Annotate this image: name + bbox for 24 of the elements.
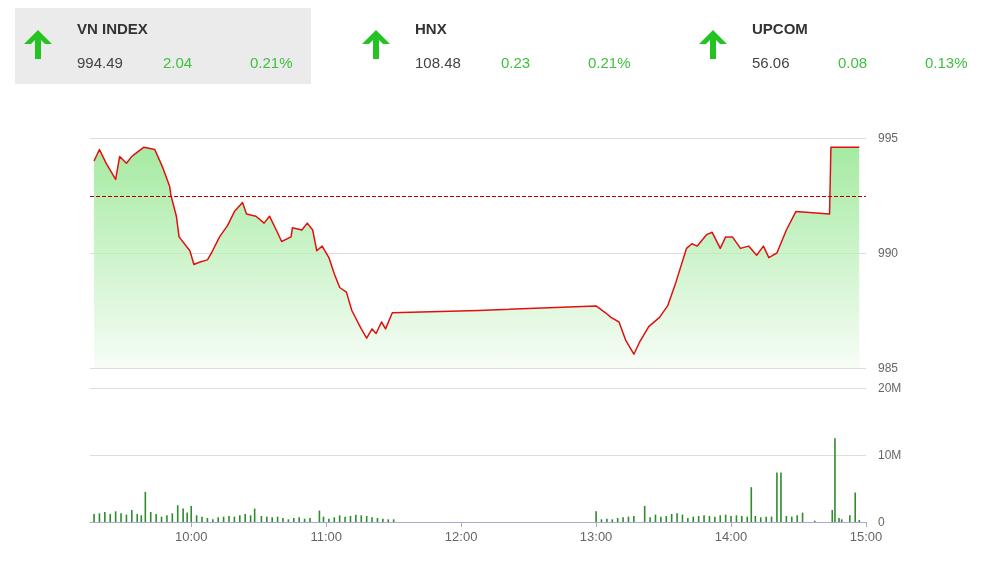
text: 56.06 (752, 54, 790, 71)
y-tick-label: 985 (878, 361, 899, 375)
text: 0.13% (925, 54, 968, 71)
x-tick-label: 11:00 (310, 529, 342, 544)
text: 0.21% (588, 54, 631, 71)
text: HNX (415, 20, 447, 37)
x-tick-label: 14:00 (714, 529, 748, 544)
x-tick-label: 13:00 (579, 529, 613, 544)
x-tick-label: 15:00 (849, 529, 883, 544)
text: 108.48 (415, 54, 461, 71)
y-tick-label: 990 (878, 246, 899, 260)
text: UPCOM (752, 20, 808, 37)
text: 2.04 (163, 54, 193, 71)
text: VN INDEX (77, 20, 148, 37)
text: 994.49 (77, 54, 123, 71)
text: 0.21% (250, 54, 293, 71)
x-tick-label: 12:00 (444, 529, 478, 544)
text: 0.08 (838, 54, 868, 71)
y-tick-label: 0 (878, 515, 885, 529)
y-tick-label: 995 (878, 131, 899, 145)
y-tick-label: 10M (878, 448, 902, 462)
x-tick-label: 10:00 (174, 529, 208, 544)
text: 0.23 (501, 54, 531, 71)
y-tick-label: 20M (878, 381, 902, 395)
